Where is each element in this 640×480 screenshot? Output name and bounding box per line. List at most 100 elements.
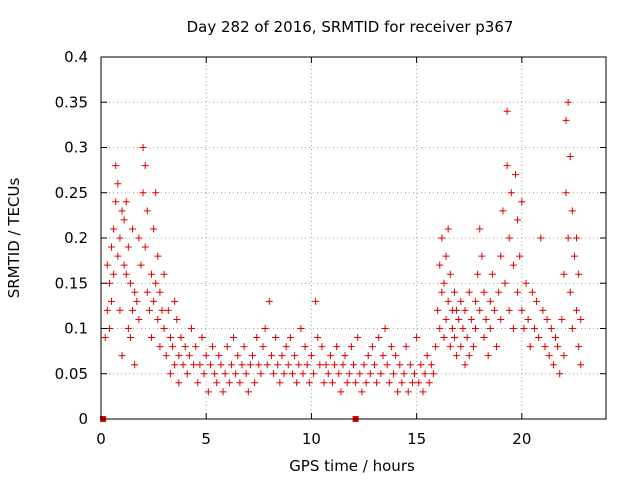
- data-point: [141, 243, 149, 251]
- data-point: [200, 370, 208, 378]
- data-point: [110, 225, 118, 233]
- data-point: [318, 343, 326, 351]
- data-point: [476, 225, 484, 233]
- data-point: [171, 297, 179, 305]
- data-point: [354, 334, 362, 342]
- data-point: [453, 352, 461, 360]
- data-point: [320, 379, 328, 387]
- data-point: [240, 343, 248, 351]
- chart-title: Day 282 of 2016, SRMTID for receiver p36…: [187, 18, 514, 36]
- data-point: [406, 361, 414, 369]
- data-point: [537, 234, 545, 242]
- data-point: [350, 361, 357, 369]
- data-point: [547, 325, 555, 332]
- data-point: [148, 270, 155, 278]
- data-point: [415, 379, 423, 387]
- data-point: [549, 361, 557, 369]
- data-point: [438, 288, 446, 296]
- data-point: [112, 162, 120, 170]
- data-point: [533, 297, 541, 305]
- data-point: [152, 279, 160, 287]
- data-point: [530, 325, 538, 332]
- data-point: [129, 306, 137, 314]
- data-point: [112, 198, 120, 206]
- data-point: [371, 361, 379, 369]
- data-point: [501, 279, 509, 287]
- data-point: [288, 370, 296, 378]
- data-point: [413, 334, 421, 342]
- data-point: [274, 361, 282, 369]
- data-point: [223, 343, 231, 351]
- data-point: [291, 352, 299, 360]
- data-point: [366, 370, 374, 378]
- data-point: [124, 243, 132, 251]
- data-point: [234, 352, 242, 360]
- data-point: [116, 306, 124, 314]
- data-point: [124, 325, 132, 332]
- data-point: [276, 379, 284, 387]
- data-point: [503, 107, 511, 115]
- data-point: [556, 370, 564, 378]
- data-point: [383, 361, 391, 369]
- data-point: [175, 352, 183, 360]
- data-point: [110, 270, 118, 278]
- data-point: [339, 361, 347, 369]
- data-point: [225, 379, 233, 387]
- data-point: [446, 343, 454, 351]
- data-point: [356, 370, 364, 378]
- data-point: [440, 334, 448, 342]
- data-point: [509, 261, 517, 269]
- data-point: [105, 325, 113, 332]
- data-point: [286, 334, 294, 342]
- data-point: [539, 306, 547, 314]
- data-point: [472, 325, 480, 332]
- data-point: [307, 352, 315, 360]
- y-tick-label: 0: [78, 410, 88, 428]
- data-point: [324, 370, 332, 378]
- y-tick-label: 0.1: [64, 320, 88, 338]
- data-point: [257, 370, 265, 378]
- data-point: [143, 207, 151, 215]
- data-point: [122, 270, 130, 278]
- data-point: [461, 306, 469, 314]
- data-point: [457, 297, 465, 305]
- data-point: [476, 306, 484, 314]
- data-point: [507, 189, 515, 197]
- data-point: [575, 270, 583, 278]
- data-point: [448, 325, 456, 332]
- data-point: [560, 352, 568, 360]
- data-point: [503, 162, 511, 170]
- data-point: [568, 207, 576, 215]
- data-point: [419, 388, 427, 396]
- data-point: [175, 379, 183, 387]
- data-point: [499, 207, 507, 215]
- data-point: [139, 144, 147, 151]
- data-point: [541, 343, 549, 351]
- data-point: [331, 361, 339, 369]
- data-point: [120, 216, 128, 224]
- data-point: [528, 288, 536, 296]
- data-point: [244, 388, 252, 396]
- data-point: [120, 261, 128, 269]
- data-point: [558, 315, 566, 323]
- data-point: [118, 207, 126, 215]
- data-point: [156, 288, 164, 296]
- data-point: [505, 306, 513, 314]
- data-point: [417, 361, 425, 369]
- data-point: [131, 288, 139, 296]
- data-point: [160, 270, 168, 278]
- y-tick-labels: 0 0.05 0.1 0.15 0.2 0.25 0.3 0.35 0.4: [55, 48, 88, 428]
- data-point: [108, 297, 116, 305]
- data-point: [451, 334, 458, 342]
- x-tick-label: 20: [512, 430, 531, 448]
- data-point: [543, 315, 551, 323]
- data-point: [145, 306, 153, 314]
- data-point: [236, 379, 244, 387]
- data-point: [436, 261, 444, 269]
- data-point: [253, 334, 261, 342]
- data-point: [408, 379, 416, 387]
- data-point: [440, 279, 448, 287]
- data-point: [259, 343, 267, 351]
- data-point: [429, 370, 437, 378]
